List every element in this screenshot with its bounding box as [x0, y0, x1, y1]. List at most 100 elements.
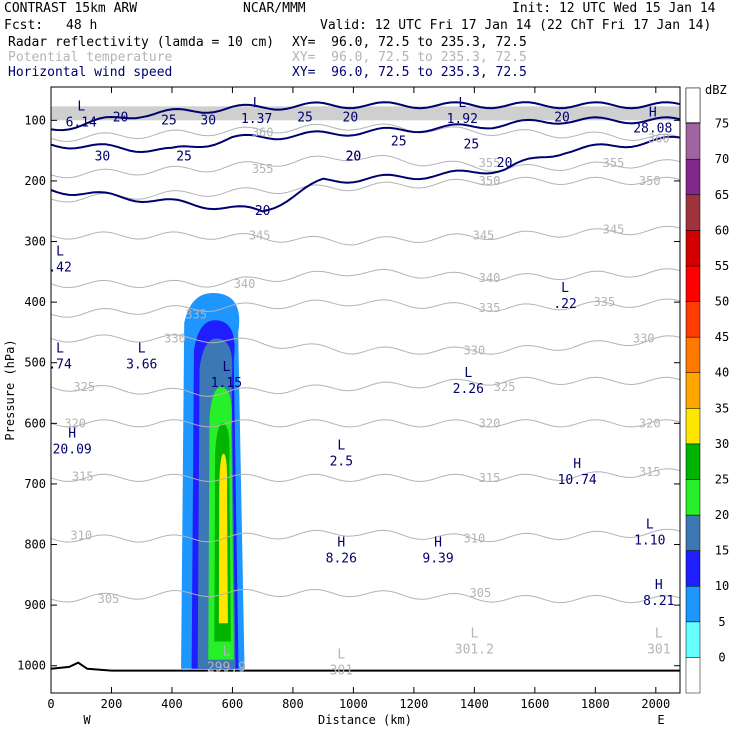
theta-contour-330 — [51, 334, 680, 355]
marker-letter-L: L — [56, 342, 64, 357]
y-tick-label: 300 — [24, 235, 46, 249]
plot-frame — [50, 86, 681, 694]
theta-label: 325 — [73, 380, 95, 394]
x-tick-label: 2000 — [641, 697, 670, 711]
theta-label: 325 — [494, 380, 516, 394]
marker-value: 299.9 — [207, 661, 246, 676]
marker-letter-L: L — [655, 626, 663, 641]
theta-label: 350 — [639, 174, 661, 188]
x-axis-left-end-label: W — [83, 713, 91, 727]
theta-contour-345 — [51, 225, 680, 246]
y-tick-label: 1000 — [17, 659, 46, 673]
header-fcst-label: Fcst: — [4, 18, 44, 33]
y-tick-label: 100 — [24, 113, 46, 127]
marker-value: .42 — [48, 261, 71, 276]
marker-value: 9.39 — [422, 552, 453, 567]
theta-label: 350 — [479, 174, 501, 188]
wind-label: 20 — [113, 110, 129, 125]
marker-letter-L: L — [458, 96, 466, 111]
colorbar-swatch-5 — [685, 585, 701, 623]
theta-label: 315 — [639, 465, 661, 479]
field-3-xy: XY= 96.0, 72.5 to 235.3, 72.5 — [292, 65, 527, 80]
x-tick-label: 1400 — [460, 697, 489, 711]
colorbar-swatch-55 — [685, 230, 701, 267]
theta-label: 360 — [648, 132, 670, 146]
theta-label: 335 — [479, 301, 501, 315]
marker-value: 301 — [330, 664, 353, 679]
marker-letter-L: L — [253, 96, 261, 111]
x-tick-label: 1600 — [520, 697, 549, 711]
header-title: CONTRAST 15km ARW — [4, 1, 138, 16]
header-center: NCAR/MMM — [243, 1, 306, 16]
marker-letter-H: H — [573, 457, 581, 472]
y-tick-label: 600 — [24, 416, 46, 430]
wind-contour-25 — [51, 116, 680, 154]
theta-contour-315 — [51, 468, 680, 483]
field-1-xy: XY= 96.0, 72.5 to 235.3, 72.5 — [292, 35, 527, 50]
colorbar-label-60: 60 — [715, 223, 729, 237]
marker-letter-L: L — [337, 648, 345, 663]
marker-value: .74 — [48, 358, 72, 373]
colorbar-label-65: 65 — [715, 188, 729, 202]
wind-contour-30 — [51, 101, 680, 132]
colorbar-label-45: 45 — [715, 330, 729, 344]
wind-label: 20 — [255, 204, 271, 219]
marker-value: 8.26 — [326, 552, 357, 567]
marker-value: 1.10 — [634, 533, 665, 548]
marker-letter-L: L — [222, 360, 230, 375]
wind-label: 20 — [346, 150, 362, 165]
x-tick-label: 1000 — [339, 697, 368, 711]
theta-contour-360 — [51, 123, 680, 142]
theta-label: 340 — [479, 271, 501, 285]
theta-label: 355 — [603, 156, 625, 170]
colorbar-label-70: 70 — [715, 152, 729, 166]
theta-contour-325 — [51, 376, 680, 397]
marker-letter-H: H — [337, 536, 345, 551]
colorbar-label-5: 5 — [718, 615, 725, 629]
marker-value: 3.66 — [126, 358, 157, 373]
theta-label: 305 — [98, 592, 120, 606]
colorbar-label-25: 25 — [715, 472, 729, 486]
colorbar-swatch-65 — [685, 158, 701, 196]
theta-contour-310 — [51, 528, 680, 543]
theta-contour-335 — [51, 298, 680, 318]
theta-label: 330 — [164, 331, 186, 345]
marker-letter-H: H — [655, 578, 663, 593]
colorbar-swatch-60 — [685, 194, 701, 231]
marker-letter-L: L — [464, 366, 472, 381]
theta-label: 315 — [479, 471, 501, 485]
x-tick-label: 200 — [101, 697, 123, 711]
colorbar-swatch-10 — [685, 550, 701, 587]
wind-label: 20 — [497, 156, 513, 171]
colorbar-label-10: 10 — [715, 579, 729, 593]
colorbar-label-15: 15 — [715, 544, 729, 558]
marker-letter-L: L — [138, 342, 146, 357]
marker-value: 2.26 — [453, 382, 484, 397]
colorbar-swatch-0 — [685, 621, 701, 658]
colorbar-swatch-below — [685, 657, 701, 694]
x-tick-label: 400 — [161, 697, 183, 711]
marker-letter-L: L — [56, 245, 64, 260]
colorbar-label-40: 40 — [715, 366, 729, 380]
upper-level-band — [51, 106, 680, 121]
field-1-name: Radar reflectivity (lamda = 10 cm) — [8, 35, 275, 50]
colorbar-swatch-above — [685, 87, 701, 123]
colorbar-label-35: 35 — [715, 401, 729, 415]
marker-value: 301 — [647, 642, 670, 657]
theta-label: 315 — [72, 470, 94, 484]
theta-label: 355 — [479, 156, 501, 170]
x-axis-right-end-label: E — [657, 713, 664, 727]
marker-letter-L: L — [646, 517, 654, 532]
theta-label: 335 — [594, 295, 616, 309]
colorbar-label-75: 75 — [715, 117, 729, 131]
colorbar-swatch-25 — [685, 443, 701, 480]
colorbar-swatch-70 — [685, 123, 701, 160]
colorbar-label-55: 55 — [715, 259, 729, 273]
field-2-name: Potential temperature — [8, 50, 173, 65]
x-tick-label: 800 — [282, 697, 304, 711]
theta-label: 340 — [234, 277, 256, 291]
theta-label: 330 — [633, 331, 655, 345]
theta-label: 345 — [473, 228, 495, 242]
theta-contour-355 — [51, 154, 680, 179]
